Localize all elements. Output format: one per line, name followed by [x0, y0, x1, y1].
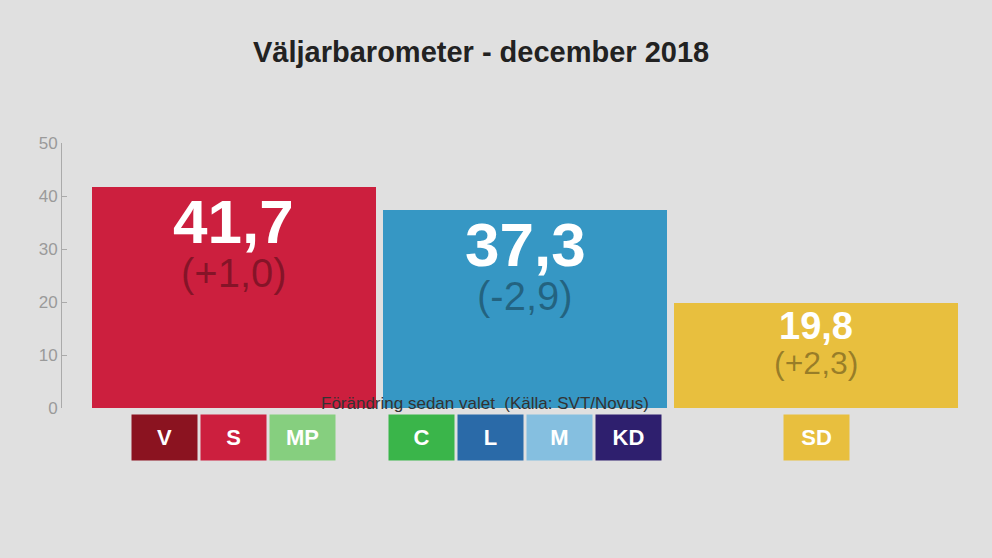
- svg-text:41,7: 41,7: [173, 187, 294, 256]
- svg-text:40: 40: [39, 187, 58, 206]
- svg-text:M: M: [550, 425, 568, 450]
- svg-text:SD: SD: [801, 425, 832, 450]
- svg-text:37,3: 37,3: [465, 210, 586, 279]
- svg-text:20: 20: [39, 293, 58, 312]
- svg-text:S: S: [226, 425, 241, 450]
- svg-text:(+2,3): (+2,3): [774, 345, 858, 381]
- svg-text:MP: MP: [286, 425, 319, 450]
- svg-text:Förändring sedan valet (Källa: Förändring sedan valet (Källa: SVT/Novus…: [321, 394, 649, 413]
- svg-text:(-2,9): (-2,9): [477, 274, 573, 318]
- svg-text:C: C: [414, 425, 430, 450]
- svg-text:Väljarbarometer - december 201: Väljarbarometer - december 2018: [253, 36, 709, 68]
- svg-text:L: L: [484, 425, 497, 450]
- svg-text:(+1,0): (+1,0): [181, 251, 287, 295]
- svg-text:50: 50: [39, 134, 58, 153]
- svg-text:10: 10: [39, 346, 58, 365]
- svg-text:19,8: 19,8: [779, 305, 853, 347]
- svg-text:0: 0: [48, 399, 57, 418]
- svg-text:KD: KD: [613, 425, 645, 450]
- svg-text:V: V: [157, 425, 172, 450]
- svg-text:30: 30: [39, 240, 58, 259]
